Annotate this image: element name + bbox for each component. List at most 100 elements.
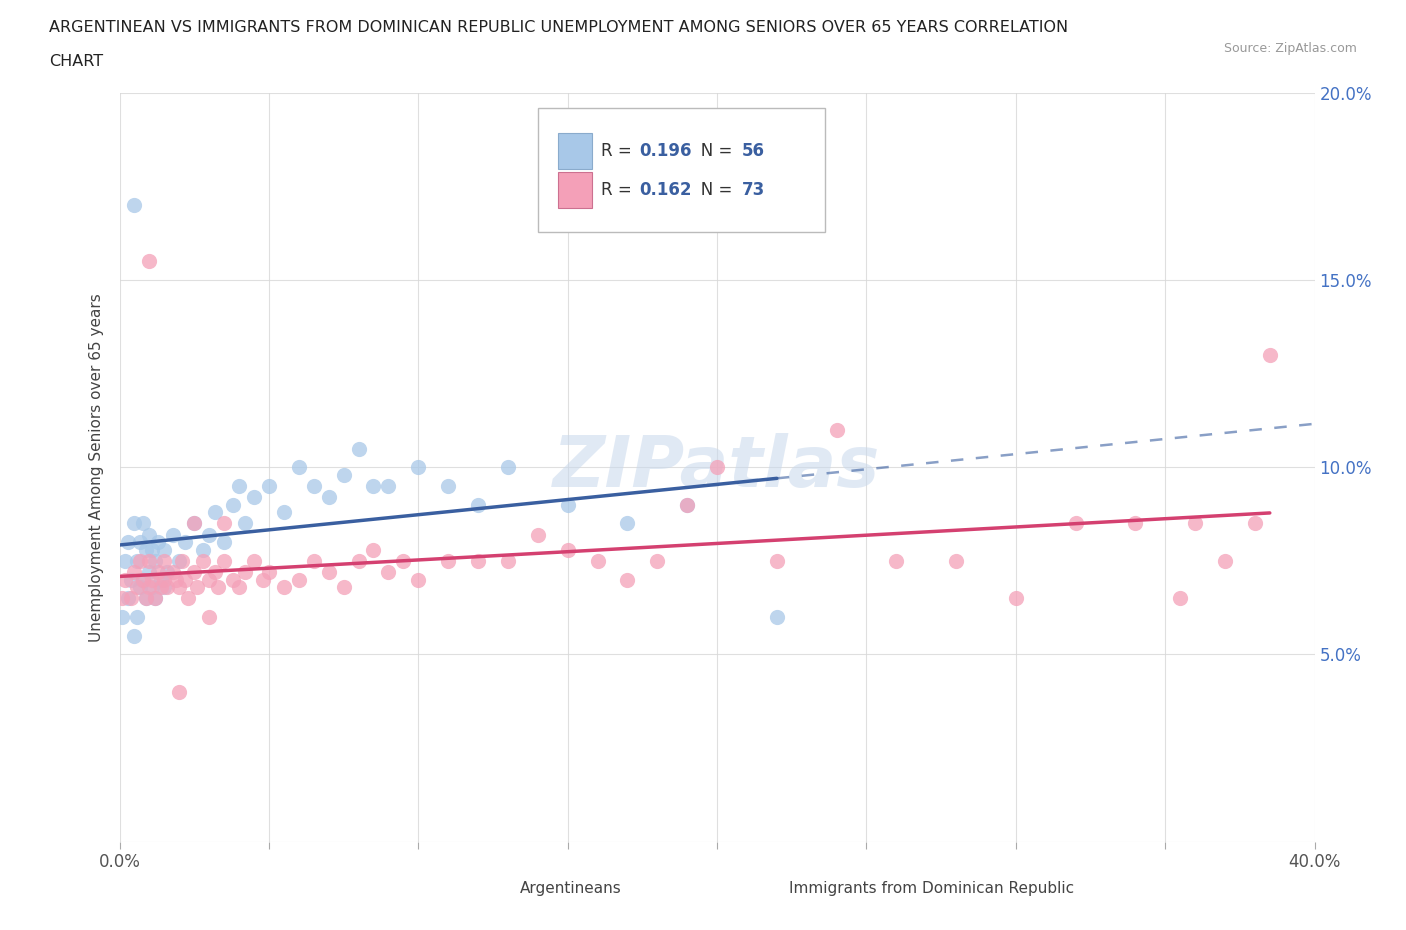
Point <box>408 460 430 475</box>
Point <box>318 490 340 505</box>
Point <box>347 553 370 568</box>
Point <box>257 479 280 494</box>
Point <box>228 479 250 494</box>
Text: 56: 56 <box>742 141 765 160</box>
Point <box>1168 591 1191 605</box>
Point <box>467 498 489 512</box>
Point <box>1184 516 1206 531</box>
Point <box>124 629 146 644</box>
Text: Immigrants from Dominican Republic: Immigrants from Dominican Republic <box>789 881 1074 896</box>
Point <box>183 565 205 579</box>
Point <box>392 553 415 568</box>
Text: 73: 73 <box>742 181 765 199</box>
Point <box>150 579 173 594</box>
FancyBboxPatch shape <box>558 133 592 168</box>
Point <box>1244 516 1267 531</box>
Point <box>111 610 134 625</box>
Point <box>1258 348 1281 363</box>
Point <box>332 579 354 594</box>
Point <box>243 553 266 568</box>
Point <box>172 553 194 568</box>
Point <box>162 565 184 579</box>
Point <box>121 572 143 587</box>
Point <box>114 572 136 587</box>
Point <box>153 572 176 587</box>
Point <box>132 516 155 531</box>
Point <box>174 535 197 550</box>
Point <box>153 542 176 557</box>
FancyBboxPatch shape <box>484 876 513 900</box>
Point <box>212 535 235 550</box>
Point <box>138 565 160 579</box>
Point <box>467 553 489 568</box>
Point <box>162 527 184 542</box>
Point <box>129 579 152 594</box>
Point <box>233 565 256 579</box>
Point <box>212 516 235 531</box>
Point <box>141 579 163 594</box>
Point <box>127 553 149 568</box>
Point <box>114 553 136 568</box>
Point <box>1005 591 1028 605</box>
Point <box>198 572 221 587</box>
Point <box>408 572 430 587</box>
Point <box>204 505 226 520</box>
Point <box>124 565 146 579</box>
Point <box>129 535 152 550</box>
Y-axis label: Unemployment Among Seniors over 65 years: Unemployment Among Seniors over 65 years <box>89 293 104 642</box>
Point <box>825 422 848 437</box>
Point <box>127 610 149 625</box>
Point <box>132 572 155 587</box>
Point <box>165 572 187 587</box>
Point <box>586 553 609 568</box>
Point <box>169 553 191 568</box>
Point <box>117 591 139 605</box>
Point <box>156 579 179 594</box>
Point <box>198 527 221 542</box>
Point <box>148 565 170 579</box>
Point <box>527 527 550 542</box>
Point <box>437 553 460 568</box>
Point <box>186 579 208 594</box>
Point <box>121 591 143 605</box>
Point <box>766 610 789 625</box>
Point <box>138 527 160 542</box>
Text: R =: R = <box>602 181 637 199</box>
Text: N =: N = <box>685 181 737 199</box>
Point <box>273 579 295 594</box>
Text: 0.196: 0.196 <box>640 141 692 160</box>
Text: Argentineans: Argentineans <box>520 881 621 896</box>
Point <box>273 505 295 520</box>
Point <box>145 591 166 605</box>
Point <box>145 553 166 568</box>
FancyBboxPatch shape <box>754 876 782 900</box>
Point <box>222 572 245 587</box>
Point <box>252 572 274 587</box>
Point <box>363 542 385 557</box>
Point <box>183 516 205 531</box>
Point <box>363 479 385 494</box>
Point <box>148 535 170 550</box>
Point <box>302 553 325 568</box>
Point <box>129 553 152 568</box>
Point <box>198 610 221 625</box>
Point <box>766 553 789 568</box>
Point <box>945 553 967 568</box>
Point <box>191 542 215 557</box>
Point <box>302 479 325 494</box>
Point <box>169 684 191 699</box>
Point <box>676 498 699 512</box>
Point <box>177 591 200 605</box>
Point <box>124 198 146 213</box>
Point <box>153 553 176 568</box>
Point <box>138 553 160 568</box>
Point <box>557 498 579 512</box>
Point <box>496 460 519 475</box>
Point <box>207 579 229 594</box>
FancyBboxPatch shape <box>538 108 824 232</box>
Point <box>616 572 638 587</box>
Point <box>222 498 245 512</box>
Point <box>706 460 728 475</box>
Point <box>124 516 146 531</box>
Point <box>141 542 163 557</box>
